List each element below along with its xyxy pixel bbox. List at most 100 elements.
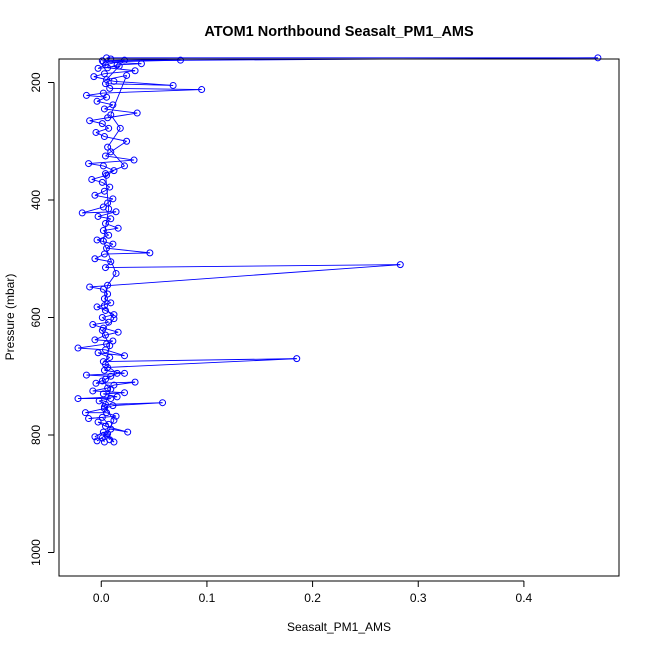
- series-segment: [101, 417, 109, 425]
- data-point: [114, 224, 122, 232]
- data-point: [107, 148, 115, 156]
- data-point: [94, 418, 102, 426]
- data-point: [107, 258, 115, 266]
- data-point: [94, 212, 102, 220]
- data-point: [106, 436, 114, 444]
- data-point: [159, 399, 167, 407]
- data-point: [109, 337, 117, 345]
- series-segment: [102, 240, 117, 274]
- data-point: [98, 413, 106, 421]
- data-point: [109, 402, 117, 410]
- series-segment: [88, 159, 135, 165]
- data-point: [82, 371, 90, 379]
- data-point: [106, 353, 114, 361]
- data-point: [99, 89, 107, 97]
- data-point: [110, 315, 118, 323]
- series-segment: [101, 437, 105, 443]
- data-point: [92, 128, 100, 136]
- series-segment: [94, 334, 106, 341]
- data-point: [86, 283, 94, 291]
- series-segment: [102, 123, 109, 129]
- series-segment: [88, 163, 104, 167]
- data-point: [396, 261, 404, 269]
- data-point: [101, 80, 109, 88]
- series-segment: [92, 387, 108, 392]
- series-segment: [103, 227, 119, 231]
- data-point: [100, 302, 108, 310]
- data-point: [121, 162, 129, 170]
- y-tick-label: 600: [29, 307, 43, 327]
- data-point: [106, 183, 114, 191]
- y-tick-label: 800: [29, 425, 43, 445]
- data-point: [594, 54, 602, 62]
- data-point: [110, 416, 118, 424]
- data-point: [107, 372, 115, 380]
- series-segment: [96, 302, 111, 308]
- series-segment: [94, 190, 105, 196]
- series-segment: [104, 104, 114, 110]
- series-segment: [102, 208, 110, 242]
- series-segment: [104, 70, 136, 75]
- data-point: [293, 355, 301, 363]
- data-point: [100, 403, 108, 411]
- data-point: [104, 430, 112, 438]
- data-point: [100, 105, 108, 113]
- data-point: [78, 209, 86, 217]
- series-segment: [98, 352, 125, 357]
- series-segment: [105, 155, 135, 161]
- data-point: [95, 397, 103, 405]
- data-point: [106, 84, 114, 92]
- data-point: [115, 62, 123, 70]
- series-segment: [82, 206, 104, 214]
- data-point: [99, 390, 107, 398]
- series-segment: [103, 230, 109, 236]
- data-point: [106, 342, 114, 350]
- data-point: [91, 336, 99, 344]
- data-point: [123, 71, 131, 79]
- series-segment: [77, 396, 118, 400]
- data-point: [94, 349, 102, 357]
- data-point: [101, 331, 109, 339]
- y-tick-label: 400: [29, 190, 43, 210]
- data-point: [85, 160, 93, 168]
- series-segment: [105, 364, 118, 374]
- data-point: [105, 231, 113, 239]
- data-point: [103, 431, 111, 439]
- data-point: [169, 81, 177, 89]
- data-point: [89, 321, 97, 329]
- data-point: [98, 178, 106, 186]
- data-point: [98, 326, 106, 334]
- series-segment: [103, 165, 115, 172]
- data-point: [93, 97, 101, 105]
- y-tick-label: 1000: [29, 539, 43, 566]
- series-segment: [96, 306, 106, 311]
- data-point: [103, 76, 111, 84]
- series-segment: [77, 343, 107, 349]
- series-segment: [77, 347, 106, 351]
- data-point: [99, 285, 107, 293]
- data-point: [103, 244, 111, 252]
- series-segment: [106, 247, 150, 254]
- data-point: [110, 311, 118, 319]
- series-segment: [82, 211, 117, 214]
- data-point: [109, 240, 117, 248]
- series-segment: [98, 216, 111, 220]
- data-point: [177, 56, 185, 64]
- data-point: [98, 120, 106, 128]
- series-segment: [97, 421, 109, 425]
- data-point: [105, 124, 113, 132]
- data-point: [105, 420, 113, 428]
- data-point: [103, 409, 111, 417]
- data-point: [85, 415, 93, 423]
- series-segment: [107, 128, 121, 148]
- data-point: [99, 237, 107, 245]
- data-point: [112, 269, 120, 277]
- data-point: [110, 77, 118, 85]
- data-point: [107, 215, 115, 223]
- data-point: [86, 117, 94, 125]
- series-segment: [104, 136, 127, 142]
- x-tick-label: 0.0: [93, 591, 110, 605]
- data-point: [82, 91, 90, 99]
- y-axis: 200 400 600 800 1000: [29, 72, 55, 566]
